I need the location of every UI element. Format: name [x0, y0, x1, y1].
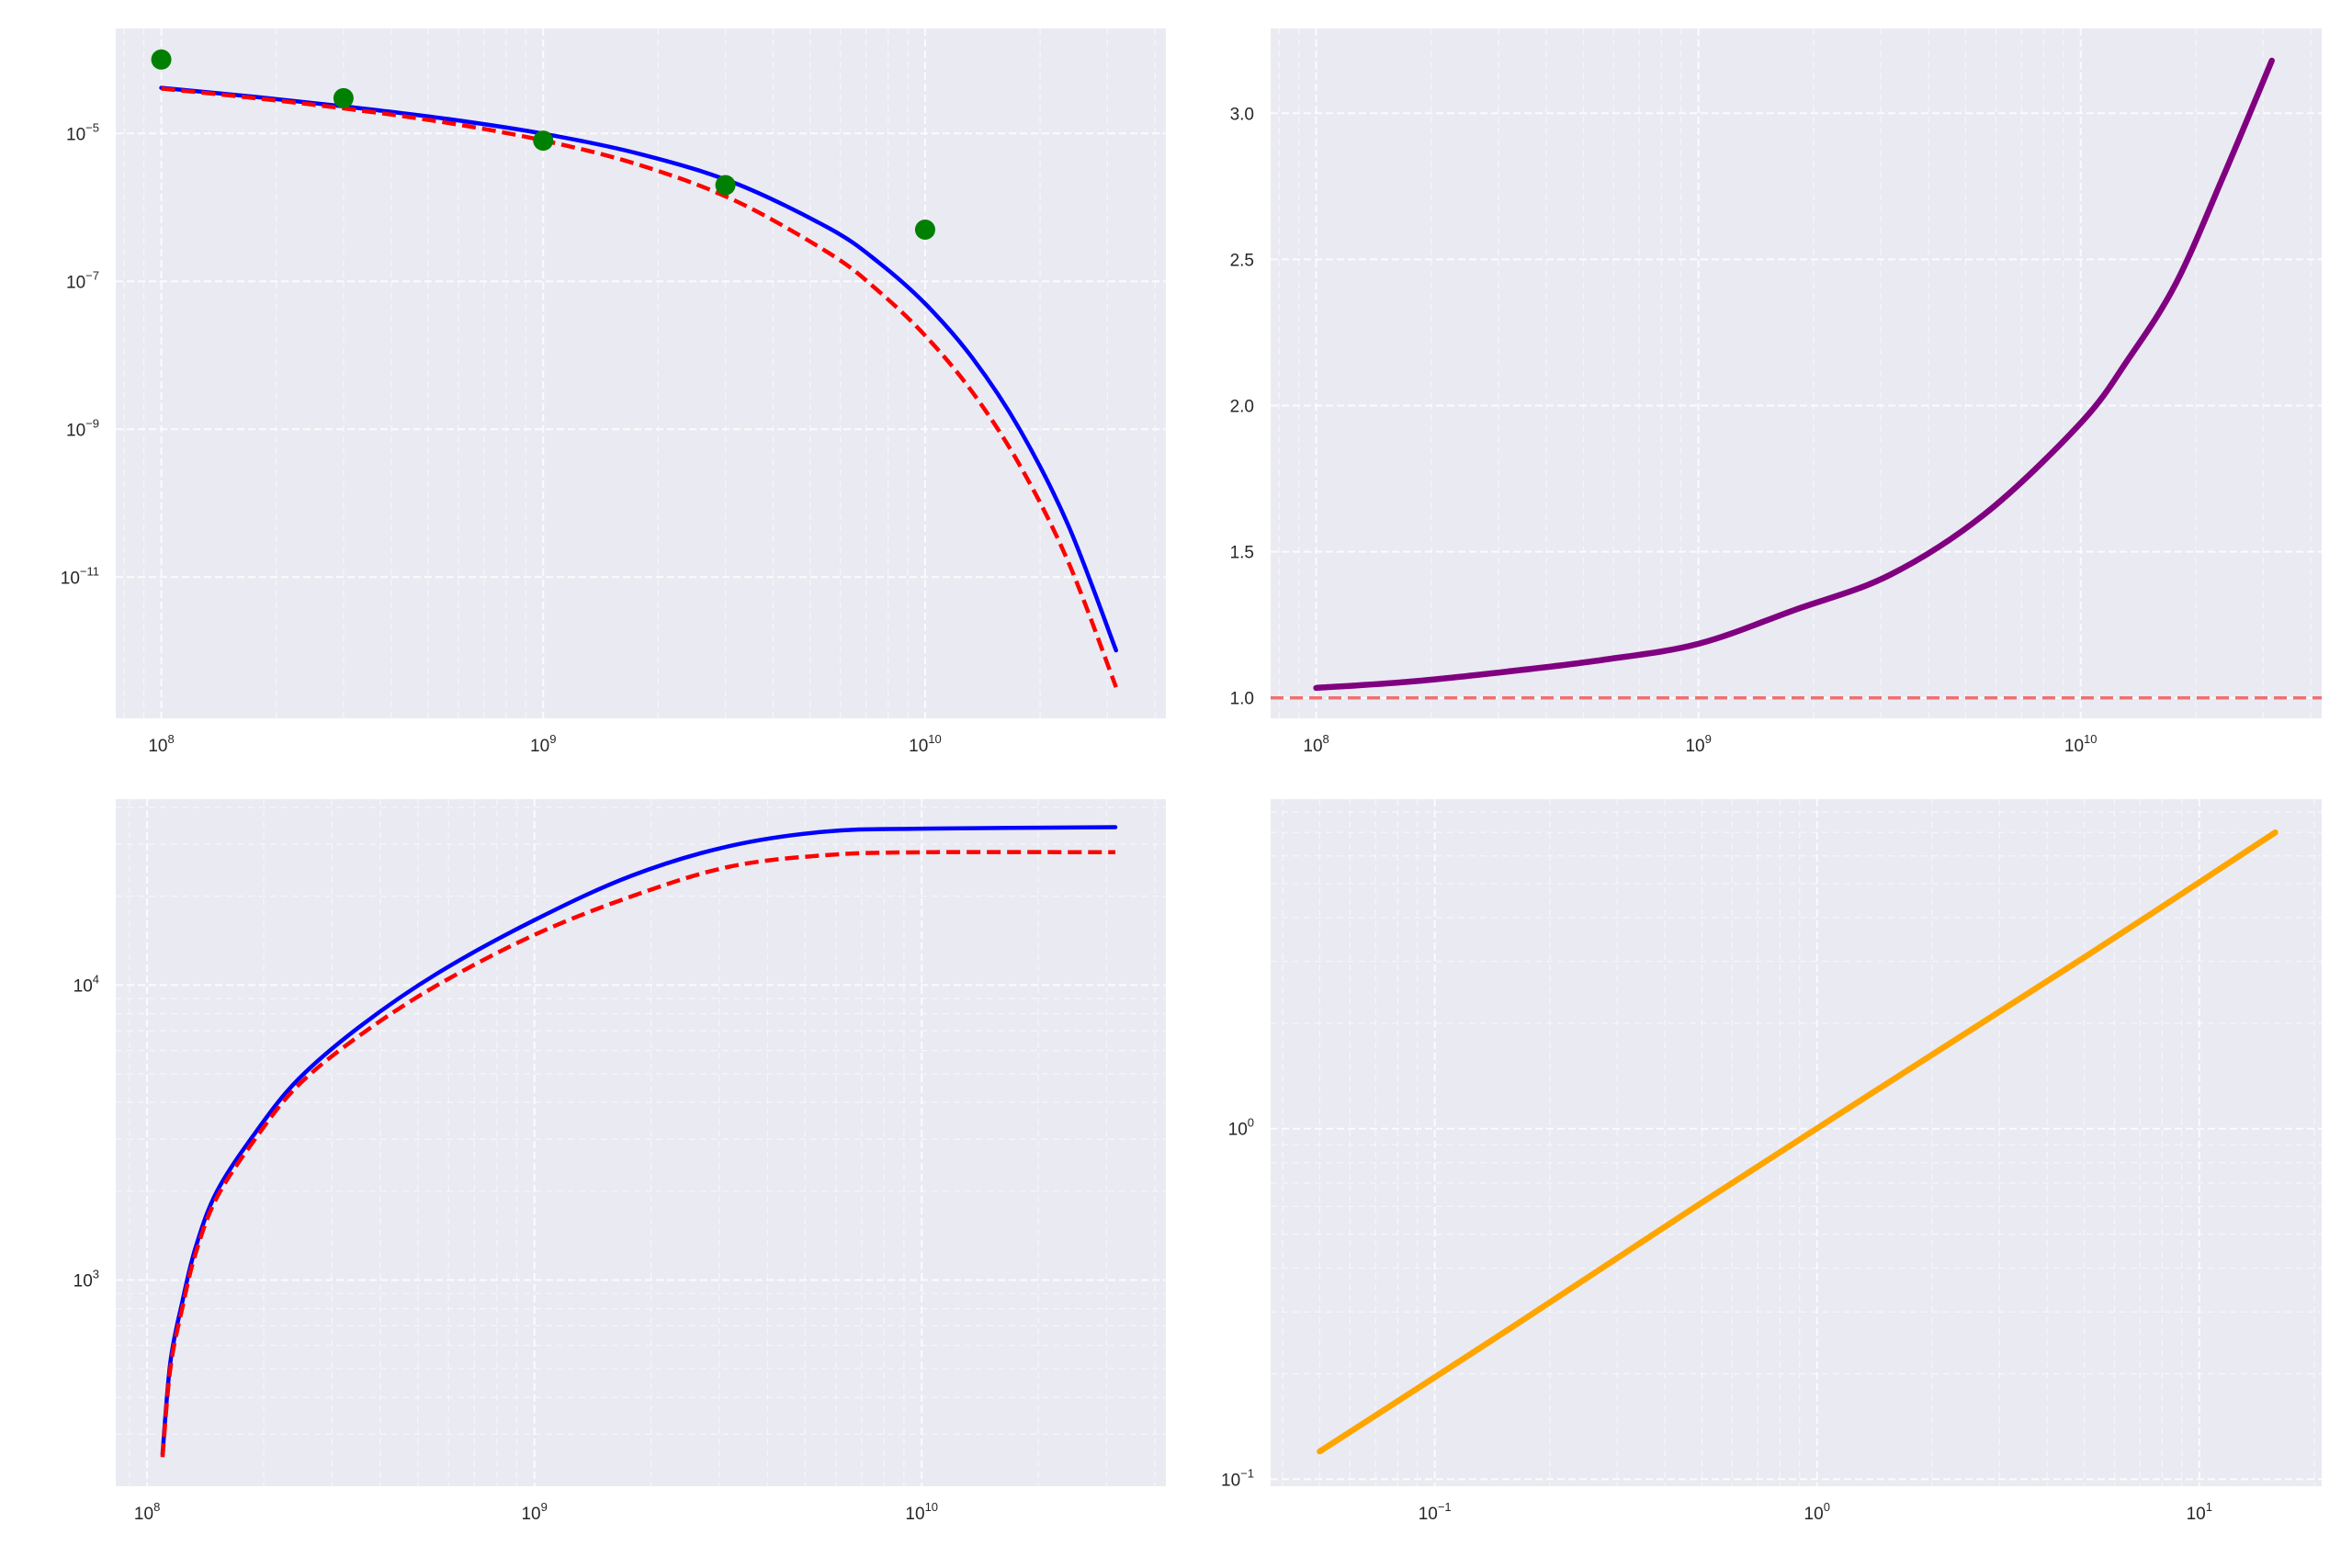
tick-label-exponent: 10 — [928, 732, 941, 746]
tick-label-exponent: −11 — [80, 564, 99, 578]
y-tick-label: 104 — [74, 972, 99, 996]
x-tick-label: 101 — [2187, 1500, 2212, 1524]
tick-label-exponent: 8 — [1323, 732, 1329, 746]
tick-label-base: 10 — [1419, 1505, 1438, 1524]
tick-label-exponent: 1 — [2206, 1500, 2212, 1514]
x-tick-label: 10−1 — [1419, 1500, 1452, 1524]
tick-label-base: 10 — [530, 737, 549, 756]
tick-label-exponent: 10 — [2084, 732, 2097, 746]
y-tick-label: 100 — [1228, 1116, 1254, 1140]
tick-label-base: 10 — [74, 1272, 93, 1292]
tick-label-base: 10 — [909, 737, 928, 756]
tick-label-exponent: 9 — [541, 1500, 548, 1514]
tick-label-base: 10 — [148, 737, 167, 756]
tick-label-exponent: 0 — [1248, 1116, 1254, 1130]
tick-label-exponent: 9 — [549, 732, 556, 746]
tick-label-base: 10 — [1685, 737, 1704, 756]
tick-label-base: 10 — [134, 1505, 153, 1524]
x-tick-label: 109 — [1685, 732, 1711, 756]
tick-label-exponent: 9 — [1705, 732, 1712, 746]
tick-label-base: 10 — [1303, 737, 1322, 756]
data-point-marker — [151, 49, 172, 70]
y-tick-label: 10−9 — [66, 416, 99, 440]
tick-label-base: 10 — [74, 976, 93, 996]
x-tick-label: 108 — [148, 732, 174, 756]
y-tick-label: 103 — [74, 1268, 99, 1292]
tick-label-base: 10 — [2064, 737, 2084, 756]
y-tick-label: 10−5 — [66, 120, 99, 144]
x-tick-label: 1010 — [909, 732, 942, 756]
x-tick-label: 109 — [521, 1500, 547, 1524]
x-tick-label: 108 — [1303, 732, 1329, 756]
tick-label-base: 10 — [905, 1505, 924, 1524]
tick-label-exponent: 10 — [925, 1500, 938, 1514]
grid — [1271, 799, 2322, 1486]
tick-label-base: 10 — [66, 273, 85, 292]
grid — [116, 28, 1166, 718]
tick-label-base: 10 — [66, 125, 85, 144]
x-tick-label: 1010 — [905, 1500, 938, 1524]
tick-label-base: 10 — [521, 1505, 540, 1524]
y-tick-label: 3.0 — [1230, 105, 1254, 124]
y-tick-label: 2.5 — [1230, 251, 1254, 270]
tick-label-exponent: −1 — [1438, 1500, 1452, 1514]
tick-label-base: 10 — [66, 421, 85, 440]
data-point-marker — [914, 220, 935, 241]
tick-label-exponent: −5 — [85, 120, 99, 134]
grid — [116, 799, 1166, 1486]
tick-label-exponent: −7 — [85, 268, 99, 282]
series-line-solid-0 — [159, 85, 1119, 653]
x-tick-label: 1010 — [2064, 732, 2098, 756]
tick-label-base: 10 — [1228, 1121, 1248, 1140]
tick-label-base: 10 — [1221, 1471, 1240, 1490]
series-line-solid-0 — [1313, 57, 2275, 692]
axes-background — [1271, 28, 2322, 718]
axes-background — [116, 28, 1166, 718]
tick-label-exponent: −9 — [85, 416, 99, 430]
tick-label-base: 10 — [1804, 1505, 1824, 1524]
x-tick-label: 100 — [1804, 1500, 1830, 1524]
series-line-solid-0 — [1317, 829, 2278, 1455]
series-line-dashed-1 — [160, 850, 1116, 1458]
y-tick-label: 10−11 — [61, 564, 99, 588]
y-tick-label: 1.0 — [1230, 690, 1254, 709]
axes-background — [116, 799, 1166, 1486]
tick-label-exponent: 0 — [1824, 1500, 1830, 1514]
data-point-marker — [533, 130, 554, 152]
tick-label-base: 10 — [2187, 1505, 2206, 1524]
x-tick-label: 109 — [530, 732, 556, 756]
tick-label-exponent: 3 — [93, 1268, 99, 1281]
tick-label-exponent: −1 — [1240, 1466, 1254, 1480]
data-point-marker — [715, 175, 736, 196]
data-point-marker — [333, 87, 354, 108]
tick-label-exponent: 4 — [93, 972, 99, 986]
y-tick-label: 2.0 — [1230, 398, 1254, 417]
y-tick-label: 1.5 — [1230, 544, 1254, 563]
tick-label-exponent: 8 — [153, 1500, 160, 1514]
tick-label-base: 10 — [61, 569, 80, 588]
x-tick-label: 108 — [134, 1500, 160, 1524]
y-tick-label: 10−7 — [66, 268, 99, 292]
tick-label-exponent: 8 — [167, 732, 174, 746]
y-tick-label: 10−1 — [1221, 1466, 1254, 1490]
